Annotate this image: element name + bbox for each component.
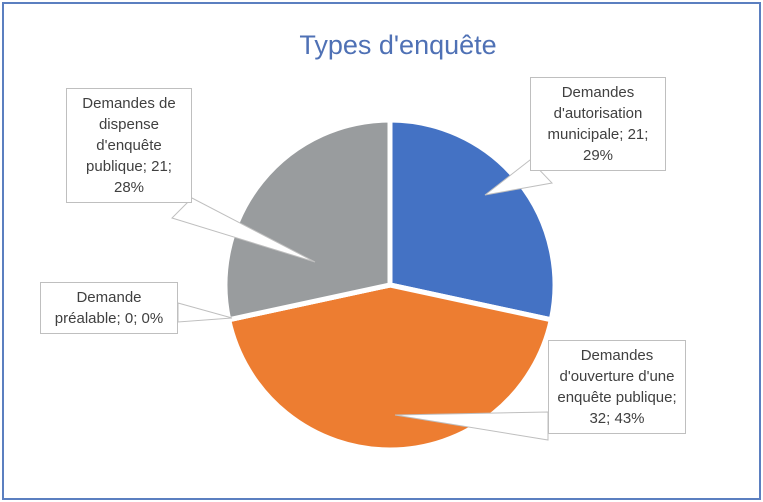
chart-title: Types d'enquête <box>299 30 496 60</box>
pie-slice <box>225 282 555 453</box>
callout-pointer <box>171 197 316 263</box>
callout-pointer <box>177 302 233 323</box>
data-label: Demandes de dispense d'enquête publique;… <box>66 88 192 203</box>
pie-slice <box>222 117 393 323</box>
data-label: Demandes d'autorisation municipale; 21; … <box>530 77 666 171</box>
data-label: Demande préalable; 0; 0% <box>40 282 178 334</box>
data-label: Demandes d'ouverture d'une enquête publi… <box>548 340 686 434</box>
